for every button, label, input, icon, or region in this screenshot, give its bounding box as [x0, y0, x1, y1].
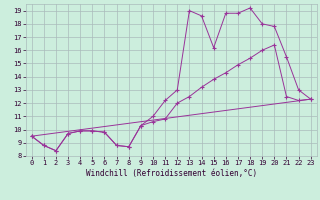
X-axis label: Windchill (Refroidissement éolien,°C): Windchill (Refroidissement éolien,°C) [86, 169, 257, 178]
